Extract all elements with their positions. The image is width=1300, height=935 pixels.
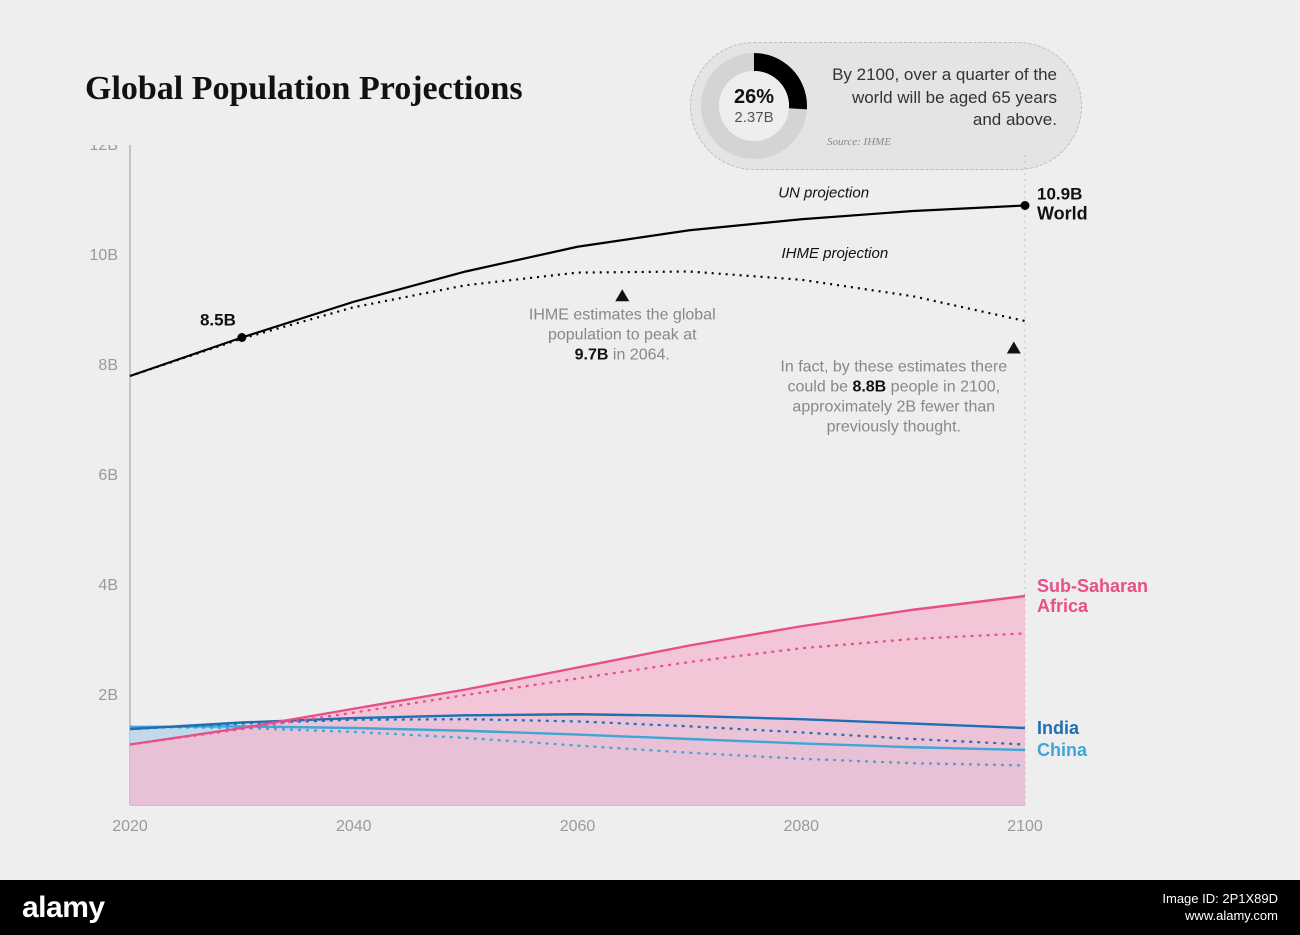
svg-text:10B: 10B bbox=[90, 247, 118, 264]
alamy-logo: alamy bbox=[22, 891, 105, 925]
site-url: www.alamy.com bbox=[1162, 908, 1278, 925]
stock-footer: alamy Image ID: 2P1X89D www.alamy.com bbox=[0, 880, 1300, 935]
svg-text:population to peak at: population to peak at bbox=[548, 326, 697, 343]
svg-text:China: China bbox=[1037, 740, 1088, 760]
svg-text:10.9B: 10.9B bbox=[1037, 185, 1082, 204]
svg-text:2B: 2B bbox=[98, 687, 118, 704]
svg-text:India: India bbox=[1037, 718, 1080, 738]
svg-text:approximately 2B fewer than: approximately 2B fewer than bbox=[792, 399, 995, 416]
svg-text:6B: 6B bbox=[98, 467, 118, 484]
svg-text:12B: 12B bbox=[90, 145, 118, 154]
svg-text:4B: 4B bbox=[98, 577, 118, 594]
svg-text:2020: 2020 bbox=[112, 818, 148, 835]
svg-text:Sub-Saharan: Sub-Saharan bbox=[1037, 576, 1148, 596]
svg-text:9.7B in 2064.: 9.7B in 2064. bbox=[575, 346, 670, 363]
donut-percent: 26% bbox=[734, 86, 774, 109]
chart-title: Global Population Projections bbox=[85, 70, 523, 108]
svg-text:World: World bbox=[1037, 204, 1088, 224]
svg-text:IHME projection: IHME projection bbox=[781, 245, 888, 262]
svg-text:IHME estimates the global: IHME estimates the global bbox=[529, 306, 716, 323]
svg-text:8.5B: 8.5B bbox=[200, 311, 236, 330]
svg-text:previously thought.: previously thought. bbox=[827, 419, 961, 436]
svg-text:2080: 2080 bbox=[783, 818, 819, 835]
image-id: Image ID: 2P1X89D bbox=[1162, 891, 1278, 908]
svg-text:8B: 8B bbox=[98, 357, 118, 374]
svg-text:could be 8.8B people in 2100,: could be 8.8B people in 2100, bbox=[788, 379, 1001, 396]
projection-chart: 2B4B6B8B10B12B20202040206020802100ChinaI… bbox=[85, 145, 1175, 865]
callout-text: By 2100, over a quarter of the world wil… bbox=[827, 64, 1057, 133]
svg-text:In fact, by these estimates th: In fact, by these estimates there bbox=[780, 359, 1007, 376]
svg-text:2040: 2040 bbox=[336, 818, 372, 835]
svg-text:2060: 2060 bbox=[560, 818, 596, 835]
svg-text:2100: 2100 bbox=[1007, 818, 1043, 835]
svg-text:Africa: Africa bbox=[1037, 596, 1089, 616]
donut-subvalue: 2.37B bbox=[734, 109, 773, 126]
svg-text:UN projection: UN projection bbox=[778, 184, 869, 201]
